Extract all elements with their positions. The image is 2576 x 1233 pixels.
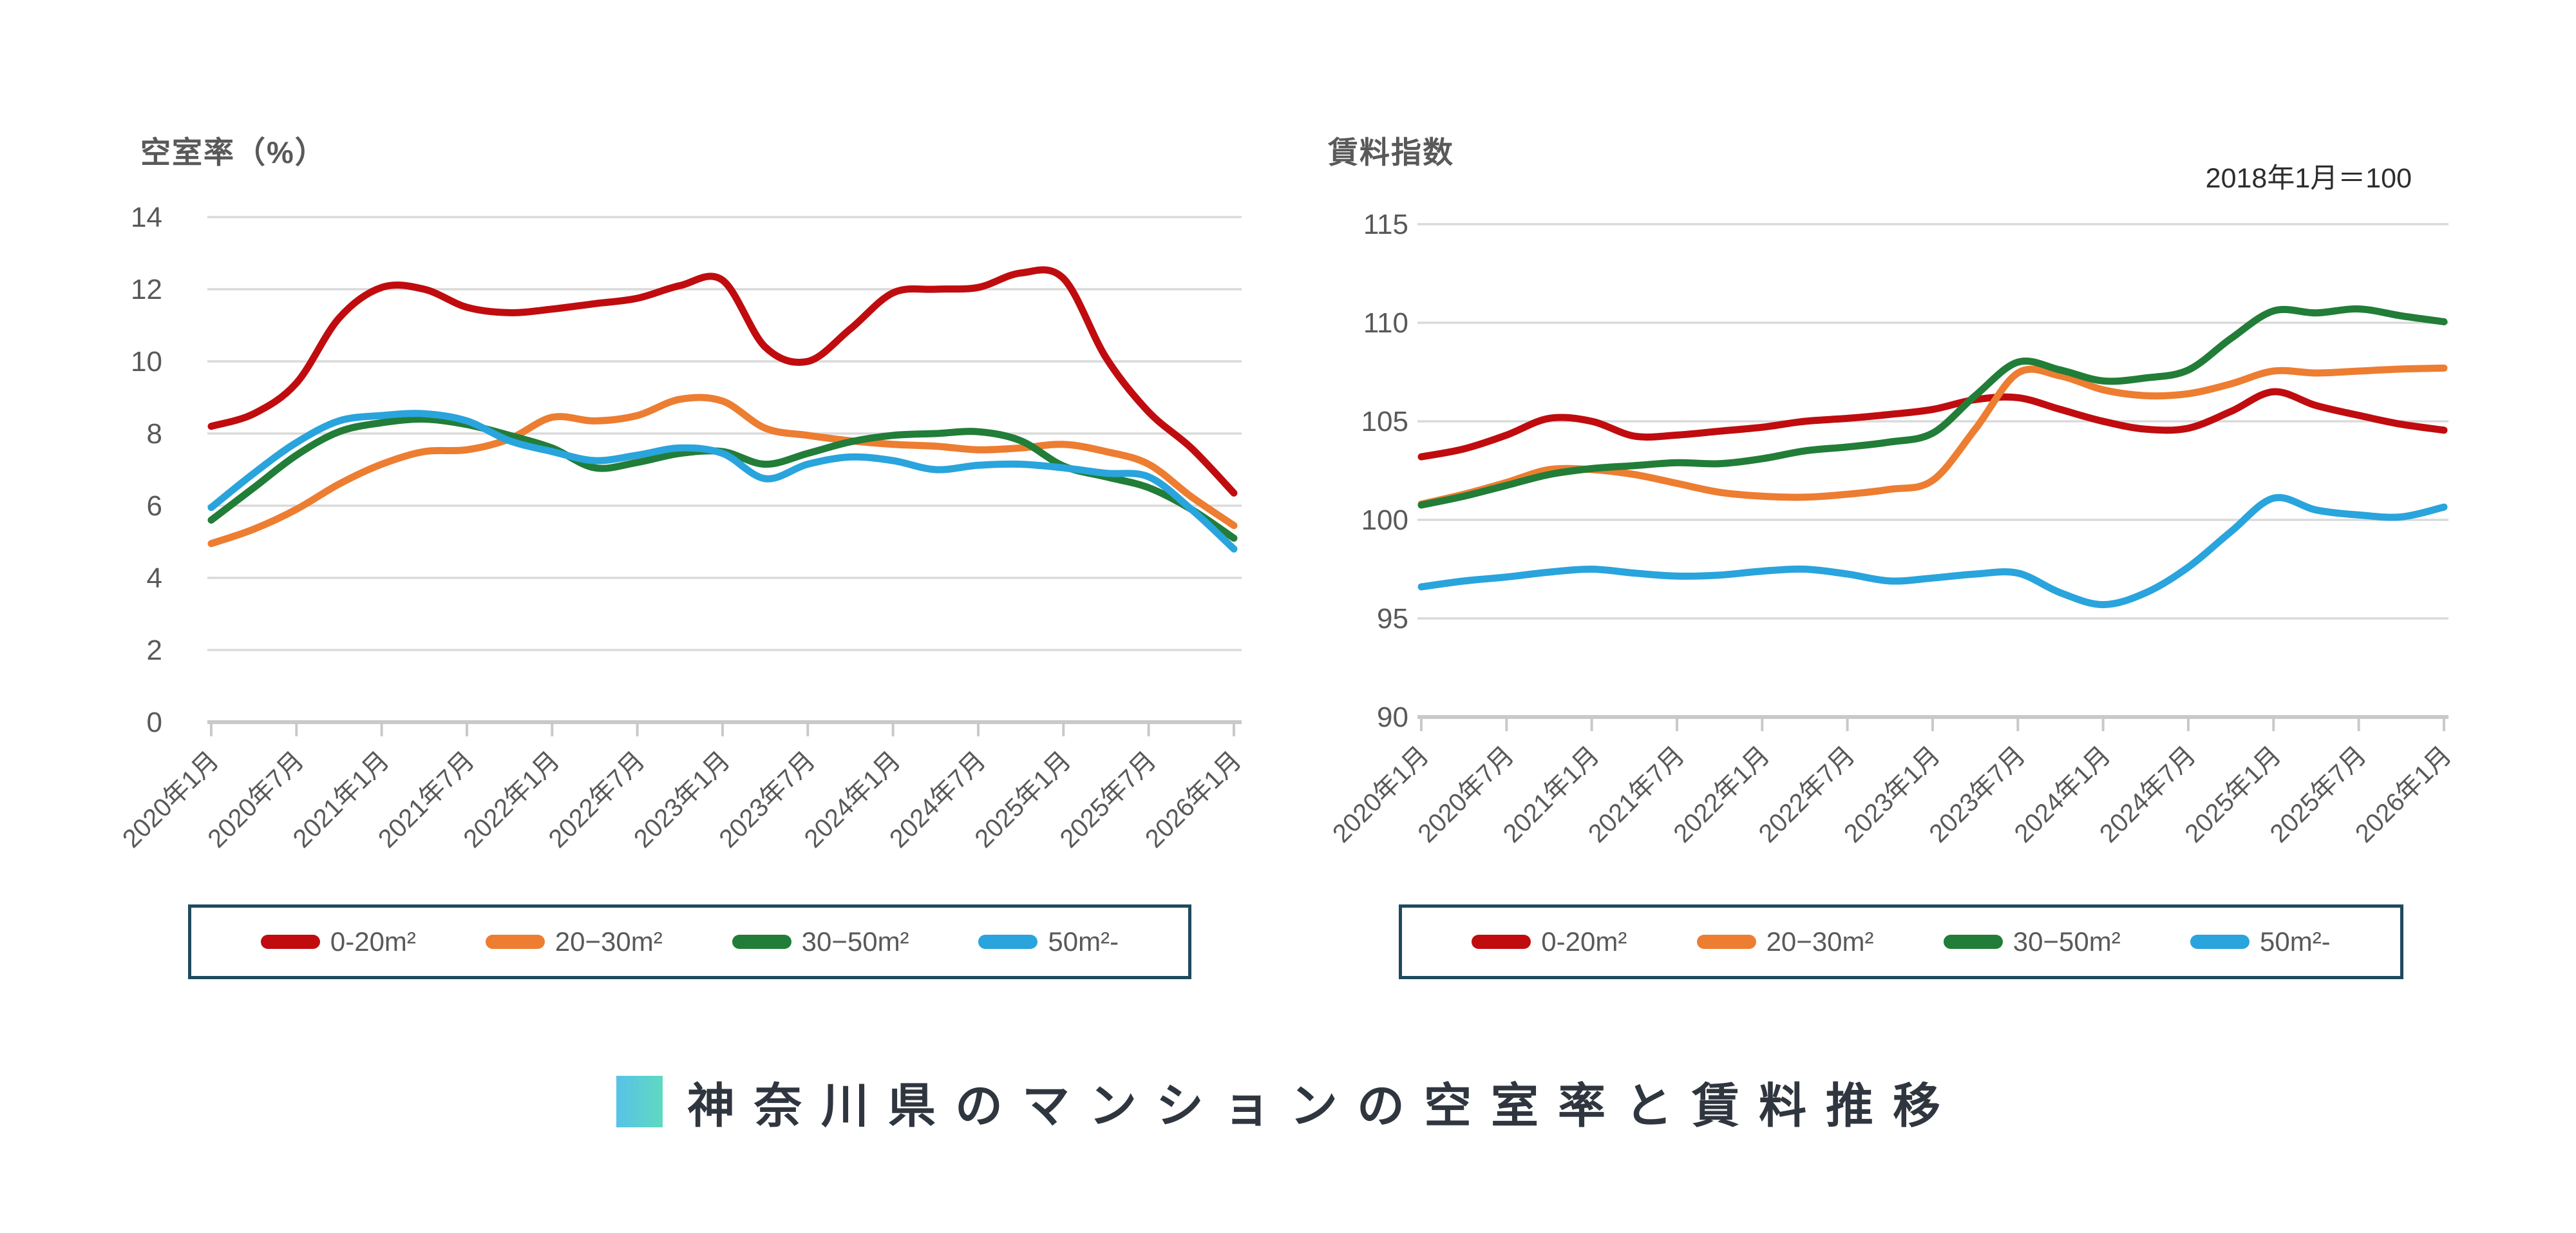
series-line-0-20m²: [207, 266, 1238, 497]
y-axis-tick-label: 6: [147, 490, 162, 522]
legend-label: 0-20m²: [1541, 926, 1627, 957]
series-line-50m²-: [207, 410, 1238, 553]
y-axis-tick-label: 14: [131, 202, 162, 233]
legend-item-0-20m²: 0-20m²: [260, 926, 416, 957]
accent-square-icon: [616, 1076, 663, 1127]
vacancy-chart-group: 141210864202020年1月2020年7月2021年1月2021年7月2…: [117, 202, 1247, 854]
legend-swatch-icon: [1696, 935, 1756, 949]
legend-label: 0-20m²: [330, 926, 416, 957]
y-axis-tick-label: 10: [131, 346, 162, 378]
rent-chart-title: 賃料指数: [1328, 135, 1454, 169]
legend-item-30−50m²: 30−50m²: [732, 926, 909, 957]
legend-item-20−30m²: 20−30m²: [485, 926, 663, 957]
legend-swatch-icon: [978, 935, 1038, 949]
y-axis-tick-label: 100: [1361, 504, 1408, 536]
series-line-30−50m²: [1417, 305, 2448, 509]
series-line-20−30m²: [207, 394, 1238, 548]
y-axis-tick-label: 2: [147, 635, 162, 666]
legend-label: 50m²-: [1048, 926, 1119, 957]
rent-chart-legend: 0-20m² 20−30m² 30−50m² 50m²-: [1399, 904, 2403, 979]
figure-title-row: 神奈川県のマンションの空室率と賃料推移: [0, 1066, 2576, 1137]
y-axis-tick-label: 0: [147, 707, 162, 738]
legend-swatch-icon: [732, 935, 791, 949]
legend-item-50m²-: 50m²-: [978, 926, 1119, 957]
legend-label: 30−50m²: [2012, 926, 2121, 957]
legend-label: 20−30m²: [1766, 926, 1874, 957]
legend-item-0-20m²: 0-20m²: [1472, 926, 1627, 957]
legend-item-50m²-: 50m²-: [2190, 926, 2331, 957]
legend-label: 50m²-: [2259, 926, 2331, 957]
y-axis-tick-label: 12: [131, 274, 162, 305]
vacancy-chart-legend: 0-20m² 20−30m² 30−50m² 50m²-: [188, 904, 1191, 979]
vacancy-chart-title: 空室率（%）: [140, 135, 327, 169]
series-line-0-20m²: [1417, 388, 2448, 461]
y-axis-tick-label: 90: [1377, 702, 1408, 733]
series-line-50m²-: [1417, 493, 2448, 609]
y-axis-tick-label: 95: [1377, 603, 1408, 635]
legend-swatch-icon: [485, 935, 545, 949]
legend-swatch-icon: [260, 935, 320, 949]
rent-chart-group: 11511010510095902020年1月2020年7月2021年1月202…: [1327, 209, 2457, 848]
y-axis-tick-label: 4: [147, 562, 162, 594]
legend-label: 30−50m²: [801, 926, 909, 957]
series-line-30−50m²: [207, 416, 1238, 542]
legend-swatch-icon: [1472, 935, 1531, 949]
legend-item-20−30m²: 20−30m²: [1696, 926, 1874, 957]
legend-label: 20−30m²: [554, 926, 663, 957]
y-axis-tick-label: 115: [1363, 209, 1408, 240]
y-axis-tick-label: 8: [147, 418, 162, 450]
legend-item-30−50m²: 30−50m²: [1943, 926, 2121, 957]
legend-swatch-icon: [2190, 935, 2249, 949]
y-axis-tick-label: 110: [1363, 307, 1408, 339]
figure-title: 神奈川県のマンションの空室率と賃料推移: [687, 1078, 1960, 1133]
index-base-note: 2018年1月＝100: [2205, 163, 2412, 194]
legend-swatch-icon: [1943, 935, 2003, 949]
y-axis-tick-label: 105: [1361, 406, 1408, 437]
